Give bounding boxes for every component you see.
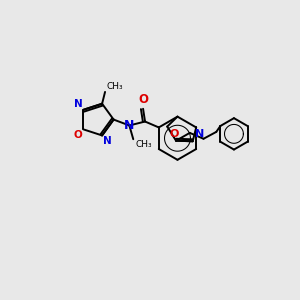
Text: N: N [74, 99, 82, 109]
Text: O: O [169, 128, 178, 139]
Text: O: O [74, 130, 82, 140]
Text: N: N [195, 129, 204, 139]
Text: CH₃: CH₃ [135, 140, 152, 149]
Text: O: O [138, 93, 148, 106]
Text: N: N [124, 119, 134, 132]
Text: N: N [103, 136, 112, 146]
Text: CH₃: CH₃ [106, 82, 123, 91]
